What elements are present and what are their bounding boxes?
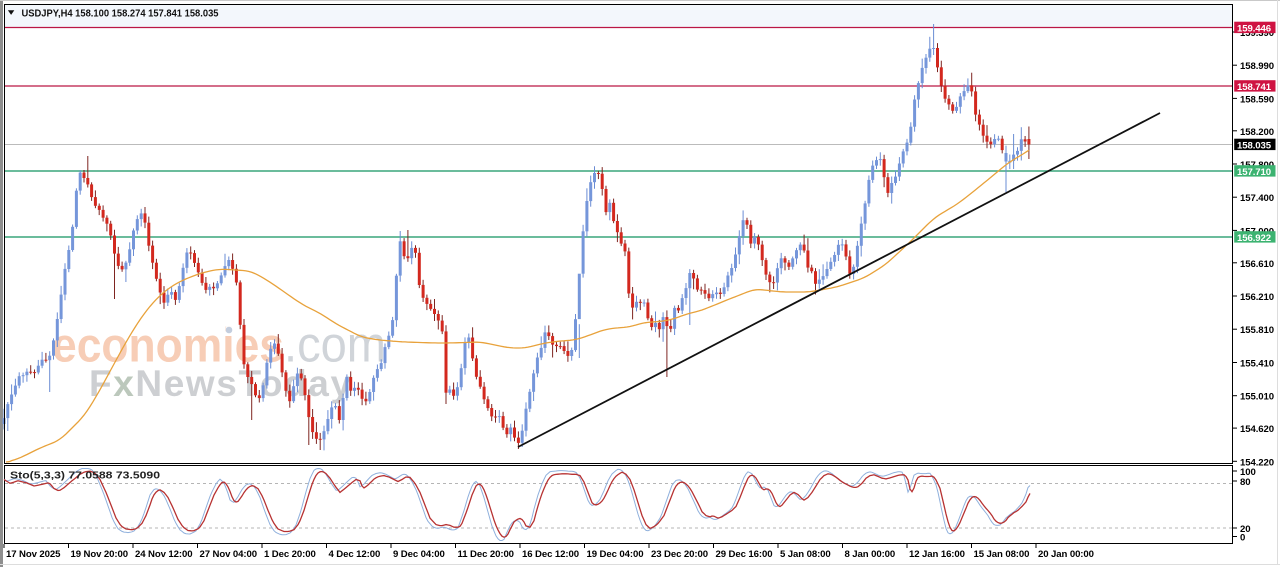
svg-text:20 Jan 00:00: 20 Jan 00:00 [1038,549,1094,560]
svg-text:29 Dec 16:00: 29 Dec 16:00 [716,549,773,560]
svg-text:4 Dec 12:00: 4 Dec 12:00 [329,549,381,560]
svg-text:19 Nov 20:00: 19 Nov 20:00 [71,549,128,560]
svg-text:158.741: 158.741 [1237,82,1272,93]
svg-text:17 Nov 2025: 17 Nov 2025 [6,549,61,560]
svg-text:155.410: 155.410 [1240,359,1274,370]
svg-text:USDJPY,H4 158.100 158.274 157: USDJPY,H4 158.100 158.274 157.841 158.03… [22,9,219,20]
svg-text:Sto(5,3,3) 77.0588 73.5090: Sto(5,3,3) 77.0588 73.5090 [10,471,161,482]
svg-text:154.220: 154.220 [1240,457,1274,468]
svg-text:156.210: 156.210 [1240,292,1274,303]
svg-text:100: 100 [1240,467,1256,478]
svg-text:FxNewsToday: FxNewsToday [89,363,353,404]
svg-text:15 Jan 08:00: 15 Jan 08:00 [974,549,1030,560]
svg-text:8 Jan 00:00: 8 Jan 00:00 [845,549,896,560]
svg-text:155.810: 155.810 [1240,325,1274,336]
svg-text:.com: .com [284,317,386,373]
svg-text:23 Dec 20:00: 23 Dec 20:00 [651,549,708,560]
svg-text:159.446: 159.446 [1237,24,1271,35]
svg-text:154.620: 154.620 [1240,424,1274,435]
svg-text:158.035: 158.035 [1237,141,1272,152]
svg-text:159.390: 159.390 [1240,28,1274,39]
svg-text:11 Dec 20:00: 11 Dec 20:00 [458,549,514,560]
svg-text:16 Dec 12:00: 16 Dec 12:00 [522,549,579,560]
svg-text:158.200: 158.200 [1240,127,1274,138]
svg-text:157.400: 157.400 [1240,193,1274,204]
svg-text:157.710: 157.710 [1237,167,1271,178]
svg-text:158.590: 158.590 [1240,94,1274,105]
svg-text:24 Nov 12:00: 24 Nov 12:00 [135,549,192,560]
svg-text:158.990: 158.990 [1240,61,1274,72]
svg-text:5 Jan 08:00: 5 Jan 08:00 [780,549,831,560]
svg-text:12 Jan 16:00: 12 Jan 16:00 [909,549,965,560]
svg-text:19 Dec 04:00: 19 Dec 04:00 [587,549,644,560]
svg-text:9 Dec 04:00: 9 Dec 04:00 [393,549,445,560]
svg-text:80: 80 [1240,477,1250,488]
svg-text:155.010: 155.010 [1240,392,1274,403]
svg-text:27 Nov 04:00: 27 Nov 04:00 [200,549,257,560]
svg-text:156.922: 156.922 [1237,233,1271,244]
svg-text:0: 0 [1240,533,1245,544]
svg-text:156.610: 156.610 [1240,259,1274,270]
svg-text:1 Dec 20:00: 1 Dec 20:00 [264,549,316,560]
svg-text:20: 20 [1240,524,1250,535]
